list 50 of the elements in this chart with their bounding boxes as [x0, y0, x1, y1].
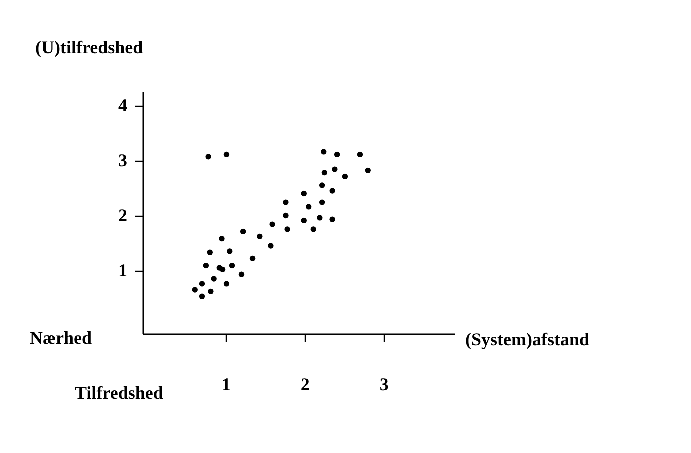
point — [330, 216, 336, 222]
y-axis-title: (U)tilfredshed — [36, 38, 144, 58]
point — [203, 262, 210, 269]
point — [322, 170, 328, 176]
point — [224, 281, 230, 287]
point — [207, 250, 213, 256]
point — [257, 234, 263, 240]
point — [227, 248, 233, 254]
point — [342, 174, 348, 180]
point — [310, 226, 316, 232]
point — [224, 152, 230, 158]
text: Nærhed — [30, 328, 92, 349]
point — [283, 212, 289, 219]
point — [220, 266, 226, 272]
point — [334, 152, 340, 158]
text: Tilfredshed — [75, 383, 164, 404]
point — [365, 168, 371, 174]
point — [270, 222, 276, 228]
point — [319, 200, 326, 206]
point — [238, 272, 245, 278]
point — [208, 288, 214, 294]
point — [211, 276, 217, 282]
x-tick-label: 1 — [222, 374, 231, 394]
point — [192, 287, 198, 293]
point — [357, 152, 364, 158]
point — [306, 204, 312, 210]
y-tick-label: 2 — [118, 205, 128, 226]
x-tick-label: 2 — [300, 374, 310, 394]
y-tick-label: 3 — [118, 150, 128, 170]
point — [284, 226, 290, 232]
point — [229, 262, 236, 269]
point — [199, 294, 206, 300]
y-tick-label: 4 — [118, 95, 128, 116]
point — [240, 228, 246, 235]
point — [319, 182, 326, 188]
point — [332, 166, 338, 172]
point — [219, 236, 225, 242]
point — [330, 188, 336, 194]
point — [283, 200, 289, 206]
x-axis-title: (System)afstand — [466, 330, 590, 350]
point — [317, 215, 323, 221]
y-tick-label: 1 — [118, 260, 128, 280]
point — [301, 190, 307, 197]
point — [268, 243, 274, 249]
point — [206, 154, 212, 160]
point — [250, 256, 256, 262]
point — [301, 218, 307, 224]
x-tick-label: 3 — [380, 374, 389, 394]
point — [321, 149, 327, 155]
point — [199, 281, 206, 287]
